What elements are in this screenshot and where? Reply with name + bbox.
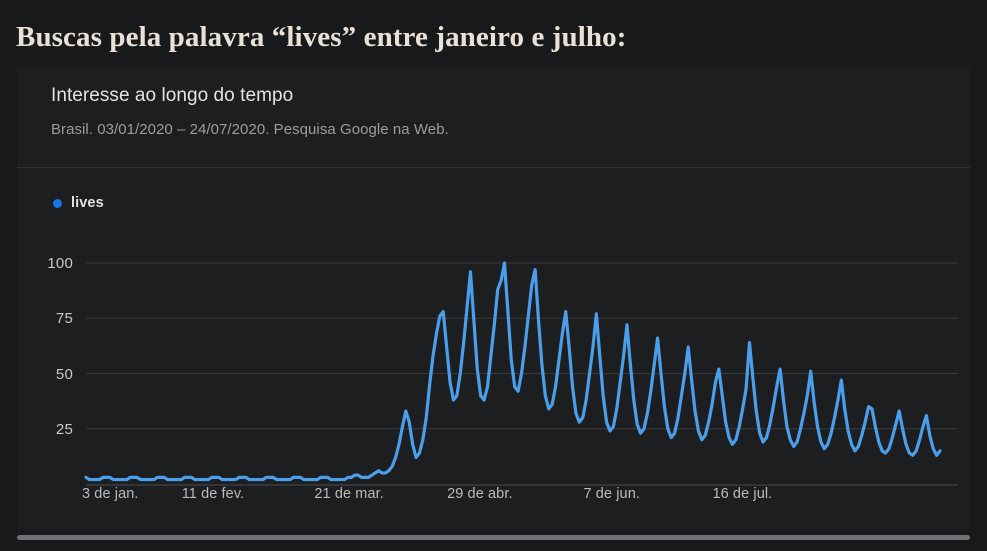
y-axis-tick-label: 25: [55, 420, 73, 438]
legend-dot-icon: [53, 198, 62, 208]
x-axis-tick-label: 11 de fev.: [181, 486, 245, 502]
x-axis-tick-label: 7 de jun.: [583, 486, 640, 502]
legend-series-label: lives: [71, 195, 104, 211]
chart-legend[interactable]: lives: [53, 194, 104, 212]
y-axis-tick-label: 100: [47, 255, 73, 272]
page-title: Buscas pela palavra “lives” entre janeir…: [16, 21, 627, 53]
x-axis-tick-label: 3 de jan.: [82, 486, 139, 502]
horizontal-scrollbar[interactable]: [17, 535, 970, 540]
google-trends-card: Interesse ao longo do tempo Brasil. 03/0…: [17, 68, 970, 530]
x-axis-tick-label: 16 de jul.: [712, 486, 773, 502]
card-header: Interesse ao longo do tempo Brasil. 03/0…: [17, 68, 970, 168]
chart-subtitle: Brasil. 03/01/2020 – 24/07/2020. Pesquis…: [51, 121, 449, 138]
y-axis-tick-label: 75: [55, 310, 73, 328]
x-axis-tick-label: 29 de abr.: [447, 486, 513, 502]
x-axis-tick-label: 21 de mar.: [314, 486, 384, 502]
y-axis-tick-label: 50: [55, 365, 73, 383]
chart-title: Interesse ao longo do tempo: [51, 85, 294, 106]
